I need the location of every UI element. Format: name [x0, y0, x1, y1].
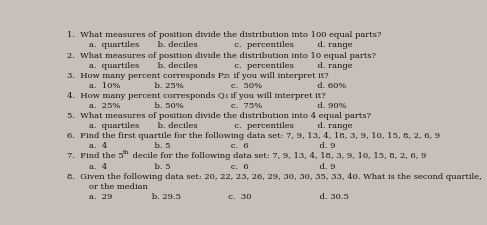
Text: a.  quartiles       b. deciles              c.  percentiles         d. range: a. quartiles b. deciles c. percentiles d…: [89, 62, 353, 70]
Text: decile for the following data set: 7, 9, 13, 4, 18, 3, 9, 10, 15, 8, 2, 6, 9: decile for the following data set: 7, 9,…: [130, 152, 426, 160]
Text: th: th: [123, 150, 130, 155]
Text: a.  10%             b. 25%                  c.  50%                     d. 60%: a. 10% b. 25% c. 50% d. 60%: [89, 82, 347, 90]
Text: 3.  How many percent corresponds P: 3. How many percent corresponds P: [67, 72, 223, 80]
Text: 6.  Find the first quartile for the following data set: 7, 9, 13, 4, 18, 3, 9, 1: 6. Find the first quartile for the follo…: [67, 132, 440, 140]
Text: 2.  What measures of position divide the distribution into 10 equal parts?: 2. What measures of position divide the …: [67, 52, 375, 59]
Text: a.  4                  b. 5                       c.  6                         : a. 4 b. 5 c. 6: [89, 142, 336, 150]
Text: if you will interpret it?: if you will interpret it?: [231, 72, 329, 80]
Text: 4.  How many percent corresponds Q: 4. How many percent corresponds Q: [67, 92, 225, 100]
Text: 8.  Given the following data set: 20, 22, 23, 26, 29, 30, 30, 35, 33, 40. What i: 8. Given the following data set: 20, 22,…: [67, 173, 481, 181]
Text: 5.  What measures of position divide the distribution into 4 equal parts?: 5. What measures of position divide the …: [67, 112, 371, 120]
Text: 25: 25: [223, 74, 231, 79]
Text: a.  4                  b. 5                       c.  6                         : a. 4 b. 5 c. 6: [89, 162, 336, 171]
Text: if you will interpret it?: if you will interpret it?: [228, 92, 326, 100]
Text: a.  quartiles       b. deciles              c.  percentiles         d. range: a. quartiles b. deciles c. percentiles d…: [89, 41, 353, 50]
Text: a.  quartiles       b. deciles              c.  percentiles         d. range: a. quartiles b. deciles c. percentiles d…: [89, 122, 353, 130]
Text: a.  29               b. 29.5                  c.  30                          d.: a. 29 b. 29.5 c. 30 d.: [89, 193, 349, 201]
Text: 1: 1: [225, 94, 228, 99]
Text: or the median: or the median: [89, 183, 148, 191]
Text: 7.  Find the 5: 7. Find the 5: [67, 152, 123, 160]
Text: 1.  What measures of position divide the distribution into 100 equal parts?: 1. What measures of position divide the …: [67, 31, 381, 39]
Text: a.  25%             b. 50%                  c.  75%                     d. 90%: a. 25% b. 50% c. 75% d. 90%: [89, 102, 347, 110]
